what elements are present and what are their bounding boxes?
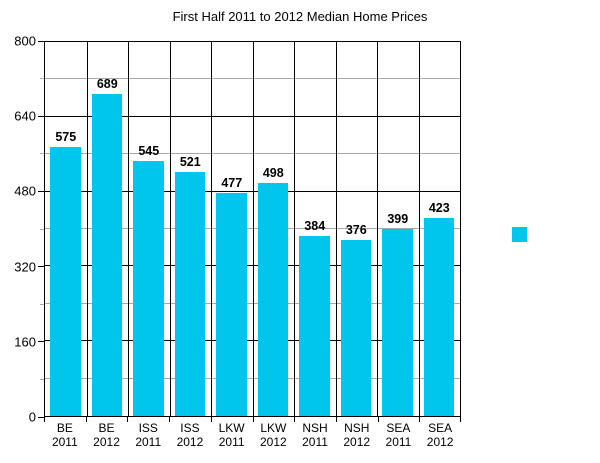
y-tick-major (38, 190, 44, 192)
x-tick-mark (85, 417, 87, 422)
bar-value-label: 545 (138, 144, 160, 159)
x-category-label-line: 2011 (302, 435, 328, 449)
x-axis-ticks (44, 417, 461, 422)
y-tick-label: 0 (28, 409, 36, 425)
y-tick-label: 160 (14, 334, 36, 350)
bar-value-label: 575 (55, 130, 77, 145)
x-category-label: ISS 2012 (169, 421, 211, 449)
x-category-label: NSH 2012 (336, 421, 378, 449)
bar (133, 161, 164, 416)
x-tick-mark (252, 417, 254, 422)
x-category-label: SEA 2011 (378, 421, 420, 449)
category-separator (169, 42, 171, 416)
x-category-label-line: BE (98, 421, 115, 435)
x-category-label-line: NSH (344, 421, 370, 435)
category-separator (418, 42, 420, 416)
y-tick-minor (40, 378, 44, 380)
bar (299, 236, 330, 416)
y-tick-major (38, 266, 44, 268)
bar-value-label: 399 (387, 212, 409, 227)
y-tick-label: 480 (14, 183, 36, 199)
x-category-label-line: ISS (180, 421, 200, 435)
x-category-label-line: 2012 (176, 435, 204, 449)
x-tick-mark (419, 417, 421, 422)
x-category-label-line: 2012 (259, 435, 287, 449)
x-category-label-line: LKW (218, 421, 245, 435)
category-separator (294, 42, 295, 416)
x-category-label-line: 2012 (426, 435, 454, 449)
bar (340, 240, 371, 416)
bar (50, 147, 81, 416)
y-tick-label: 320 (14, 259, 36, 275)
y-tick-major (38, 341, 44, 343)
bar-value-label: 689 (96, 76, 118, 91)
x-tick-mark (335, 417, 337, 422)
x-category-label: NSH 2011 (294, 421, 336, 449)
x-category-label: BE 2011 (44, 421, 86, 449)
x-category-label-line: 2012 (93, 435, 120, 449)
bar-value-label: 376 (345, 223, 367, 238)
bar (216, 193, 247, 416)
y-tick-label: 800 (14, 33, 36, 49)
x-tick-mark (169, 417, 171, 422)
bar-value-label: 498 (262, 166, 284, 181)
x-category-label-line: 2011 (385, 435, 412, 449)
y-tick-major (38, 40, 44, 42)
x-category-label-line: LKW (260, 421, 287, 435)
x-category-label-line: BE (56, 421, 73, 435)
x-category-label-line: 2011 (218, 435, 245, 449)
y-tick-minor (40, 153, 44, 155)
bar (91, 93, 122, 416)
category-separator (211, 42, 212, 416)
x-category-label-line: 2012 (343, 435, 371, 449)
x-tick-mark (127, 417, 129, 422)
y-tick-major (38, 416, 44, 418)
chart-title: First Half 2011 to 2012 Median Home Pric… (172, 9, 428, 24)
y-tick-minor (40, 228, 44, 230)
bar-value-label: 477 (221, 176, 243, 191)
plot-area: 575 689 545 521 477 498 384 376 399 423 (44, 41, 461, 417)
bar (423, 218, 454, 416)
x-tick-mark (210, 417, 212, 422)
y-tick-label: 640 (14, 108, 36, 124)
category-separator (335, 42, 337, 416)
y-tick-major (38, 115, 44, 117)
x-category-label-line: ISS (138, 421, 158, 435)
bar-value-label: 521 (179, 155, 201, 170)
y-axis-labels: 0 160 320 480 640 800 (0, 34, 36, 425)
x-category-label: LKW 2011 (211, 421, 253, 449)
x-category-label-line: SEA (428, 421, 453, 435)
x-tick-mark (294, 417, 296, 422)
x-category-label-line: 2011 (135, 435, 162, 449)
category-separator (86, 42, 88, 416)
category-separator (377, 42, 378, 416)
x-category-label-line: SEA (386, 421, 411, 435)
bar (382, 229, 413, 416)
bar (257, 183, 288, 416)
y-tick-minor (40, 78, 44, 80)
x-tick-mark (460, 417, 461, 422)
x-tick-mark (377, 417, 379, 422)
x-category-label-line: 2011 (51, 435, 78, 449)
x-category-label: SEA 2012 (419, 421, 461, 449)
x-tick-mark (44, 417, 45, 422)
bar-value-label: 384 (304, 219, 326, 234)
x-category-label: BE 2012 (86, 421, 128, 449)
x-category-label-line: NSH (302, 421, 328, 435)
x-category-label: LKW 2012 (253, 421, 295, 449)
y-tick-minor (40, 303, 44, 305)
bar (174, 172, 205, 416)
bar-value-label: 423 (428, 201, 450, 216)
y-axis-ticks (38, 40, 44, 418)
category-separator (128, 42, 129, 416)
x-axis-labels: BE 2011 BE 2012 ISS 2011 ISS 2012 LKW 2011 LKW 2012… (44, 421, 461, 453)
x-category-label: ISS 2011 (127, 421, 169, 449)
category-separator (252, 42, 254, 416)
legend-swatch (512, 227, 527, 242)
